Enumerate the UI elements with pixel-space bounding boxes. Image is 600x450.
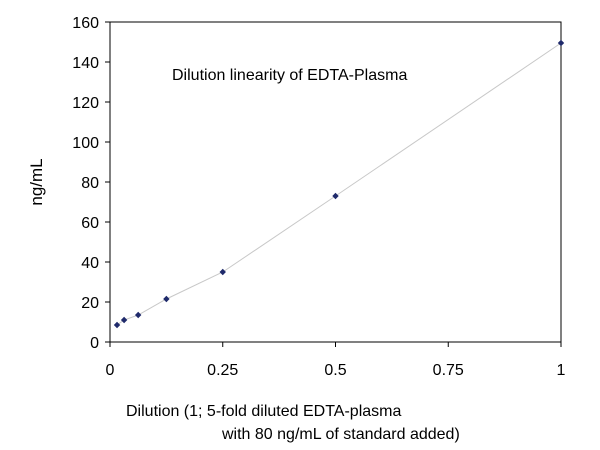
x-tick-label: 0 xyxy=(106,362,115,379)
series-line xyxy=(116,42,562,326)
data-point xyxy=(332,192,339,200)
data-point xyxy=(120,316,128,324)
y-tick-label: 100 xyxy=(72,135,99,152)
x-tick-label: 0.75 xyxy=(433,362,464,379)
y-axis-ticks: 0 20 40 60 80 100 120 140 160 xyxy=(72,15,110,352)
data-point xyxy=(557,39,565,47)
y-tick-label: 40 xyxy=(81,255,99,272)
y-tick-label: 60 xyxy=(81,215,99,232)
data-point xyxy=(134,311,142,319)
y-tick-label: 0 xyxy=(90,335,99,352)
y-tick-label: 20 xyxy=(81,295,99,312)
y-tick-label: 140 xyxy=(72,55,99,72)
x-axis-title-line-2: with 80 ng/mL of standard added) xyxy=(221,426,460,443)
x-axis-ticks: 0 0.25 0.5 0.75 1 xyxy=(106,342,566,379)
y-axis-title: ng/mL xyxy=(27,158,46,205)
data-point xyxy=(113,321,121,329)
x-axis-title-line-1: Dilution (1; 5-fold diluted EDTA-plasma xyxy=(126,403,401,420)
x-tick-label: 0.5 xyxy=(324,362,346,379)
y-tick-label: 160 xyxy=(72,15,99,32)
data-points xyxy=(113,39,565,329)
y-tick-label: 80 xyxy=(81,175,99,192)
data-point xyxy=(219,268,226,276)
x-tick-label: 0.25 xyxy=(207,362,238,379)
series-line-group xyxy=(116,42,562,326)
chart-annotation: Dilution linearity of EDTA-Plasma xyxy=(172,67,407,84)
x-tick-label: 1 xyxy=(557,362,566,379)
data-point xyxy=(163,295,170,303)
y-tick-label: 120 xyxy=(72,95,99,112)
